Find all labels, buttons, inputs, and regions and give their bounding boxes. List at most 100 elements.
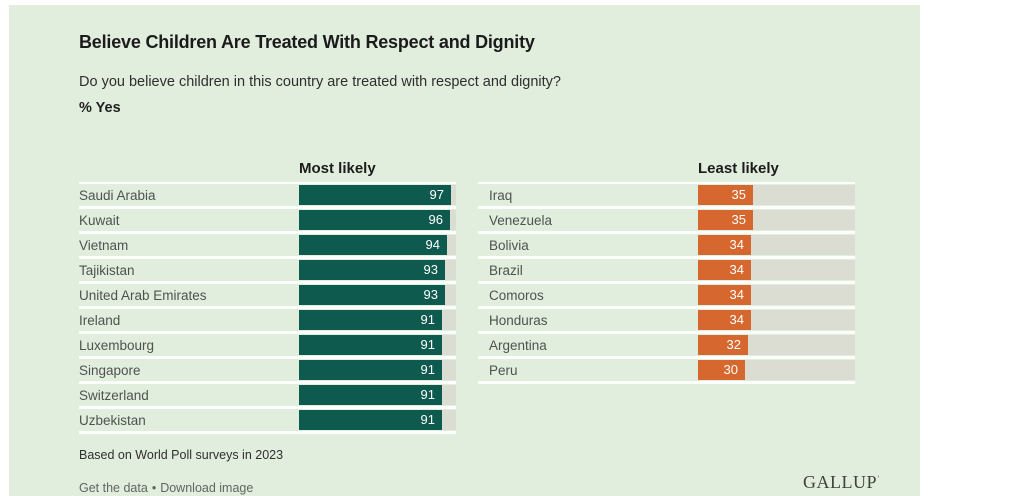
table-row: Venezuela 35 [478,209,855,234]
bar-value-label: 91 [420,362,435,377]
page-title: Believe Children Are Treated With Respec… [79,32,535,52]
bar-value-label: 34 [729,237,744,252]
value-bar: 34 [698,235,751,255]
bar-value-label: 93 [423,262,438,277]
country-label: Luxembourg [79,337,155,353]
table-row: Argentina 32 [478,334,855,359]
bar-value-label: 91 [420,412,435,427]
column-most-likely: Most likely Saudi Arabia 97 Kuwait 96 Vietna… [79,155,456,434]
bar-value-label: 35 [731,212,746,227]
bar-track: 34 [698,310,855,330]
trademark-mark: ’ [877,474,881,483]
bar-value-label: 30 [723,362,738,377]
column-header-most-likely: Most likely [299,160,376,177]
table-row: Singapore 91 [79,359,456,384]
value-bar: 94 [299,235,447,255]
bar-track: 34 [698,285,855,305]
bar-value-label: 96 [428,212,443,227]
table-row: Luxembourg 91 [79,334,456,359]
bar-track: 91 [299,360,456,380]
country-label: Ireland [79,312,121,328]
bar-chart: Most likely Saudi Arabia 97 Kuwait 96 Vietna… [79,155,855,434]
table-row: Uzbekistan 91 [79,409,456,434]
metric-label: % Yes [79,100,121,116]
value-bar: 91 [299,385,442,405]
bar-track: 30 [698,360,855,380]
value-bar: 91 [299,310,442,330]
bar-track: 93 [299,285,456,305]
table-row: Vietnam 94 [79,234,456,259]
table-row: Switzerland 91 [79,384,456,409]
bar-track: 94 [299,235,456,255]
table-row: Saudi Arabia 97 [79,184,456,209]
gallup-wordmark: GALLUP [803,472,877,492]
value-bar: 93 [299,260,445,280]
country-label: Tajikistan [79,262,135,278]
table-row: United Arab Emirates 93 [79,284,456,309]
country-label: Switzerland [79,387,149,403]
bar-track: 97 [299,185,456,205]
bar-track: 91 [299,310,456,330]
bar-value-label: 94 [425,237,440,252]
bar-value-label: 97 [429,187,444,202]
value-bar: 34 [698,285,751,305]
country-label: Venezuela [489,212,553,228]
bar-value-label: 91 [420,312,435,327]
country-label: Singapore [79,362,141,378]
least-likely-rows: Iraq 35 Venezuela 35 Bolivia 34 Brazil 34 Comoro… [478,182,855,384]
table-row: Bolivia 34 [478,234,855,259]
table-row: Peru 30 [478,359,855,384]
bar-value-label: 93 [423,287,438,302]
bar-value-label: 91 [420,337,435,352]
link-separator-dot: • [151,481,157,495]
download-image-link[interactable]: Download image [160,481,254,495]
value-bar: 91 [299,360,442,380]
value-bar: 34 [698,260,751,280]
bar-track: 91 [299,385,456,405]
country-label: Iraq [489,187,513,203]
bar-value-label: 34 [729,262,744,277]
bar-track: 34 [698,260,855,280]
table-row: Comoros 34 [478,284,855,309]
bar-track: 96 [299,210,456,230]
bar-value-label: 34 [729,312,744,327]
bar-value-label: 34 [729,287,744,302]
country-label: United Arab Emirates [79,287,207,303]
value-bar: 34 [698,310,751,330]
table-row: Honduras 34 [478,309,855,334]
column-header-least-likely: Least likely [698,160,779,177]
footer-links: Get the data • Download image [79,481,253,495]
bar-track: 91 [299,410,456,430]
country-label: Kuwait [79,212,120,228]
value-bar: 96 [299,210,450,230]
value-bar: 32 [698,335,748,355]
table-row: Tajikistan 93 [79,259,456,284]
bar-track: 35 [698,185,855,205]
country-label: Argentina [489,337,547,353]
country-label: Brazil [489,262,523,278]
country-label: Saudi Arabia [79,187,156,203]
table-row: Brazil 34 [478,259,855,284]
value-bar: 97 [299,185,451,205]
bar-value-label: 32 [726,337,741,352]
most-likely-rows: Saudi Arabia 97 Kuwait 96 Vietnam 94 Tajikista… [79,182,456,434]
value-bar: 35 [698,210,753,230]
value-bar: 91 [299,410,442,430]
get-the-data-link[interactable]: Get the data [79,481,148,495]
survey-question: Do you believe children in this country … [79,74,561,90]
table-row: Kuwait 96 [79,209,456,234]
value-bar: 35 [698,185,753,205]
country-label: Vietnam [79,237,129,253]
bar-track: 35 [698,210,855,230]
bar-value-label: 35 [731,187,746,202]
country-label: Bolivia [489,237,529,253]
column-least-likely: Least likely Iraq 35 Venezuela 35 Bolivia 34 B… [478,155,855,434]
value-bar: 91 [299,335,442,355]
footnote: Based on World Poll surveys in 2023 [79,448,284,462]
country-label: Honduras [489,312,548,328]
table-row: Ireland 91 [79,309,456,334]
bar-track: 34 [698,235,855,255]
bar-value-label: 91 [420,387,435,402]
gallup-logo: GALLUP’ [803,472,880,493]
chart-card: Believe Children Are Treated With Respec… [9,5,920,496]
